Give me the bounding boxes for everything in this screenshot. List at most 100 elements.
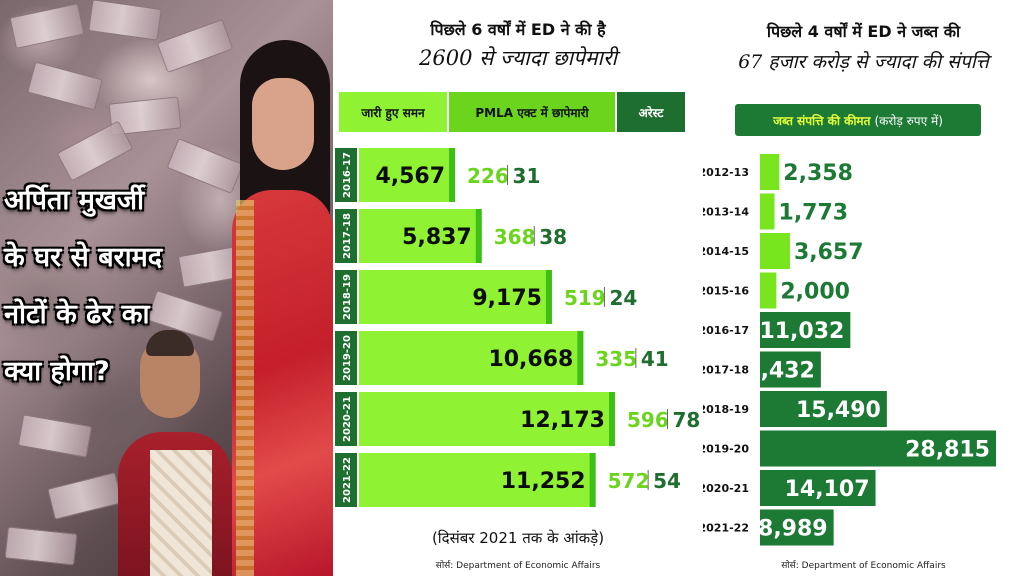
- seized-value-label: 7,432: [745, 359, 815, 384]
- saree-border: [236, 200, 254, 576]
- chart-subtitle: 67 हजार करोड़ से ज्यादा की संपत्ति: [738, 51, 989, 73]
- year-label: 2021-22: [342, 457, 353, 503]
- year-label: 2016-17: [703, 324, 749, 337]
- arrest-value-label: 54: [653, 469, 681, 493]
- year-label: 2018-19: [342, 274, 353, 320]
- year-label: 2015-16: [703, 285, 749, 298]
- year-label-box: [335, 148, 357, 202]
- news-photo: अर्पिता मुखर्जी के घर से बरामद नोटों के …: [0, 0, 333, 576]
- year-label: 2021-22: [703, 522, 749, 535]
- banknote-image: [27, 61, 103, 111]
- chart-note: (दिसंबर 2021 तक के आंकड़े): [431, 529, 605, 547]
- seized-value-bar: [760, 312, 851, 348]
- chart-subtitle: 2600 से ज्यादा छापेमारी: [419, 46, 617, 70]
- summons-bar: [359, 392, 615, 446]
- year-label: 2020-21: [342, 396, 353, 442]
- pmla-value-label: 572: [608, 469, 650, 493]
- chart-title: पिछले 6 वर्षों में ED ने की है: [430, 20, 606, 39]
- legend-label: जब्त संपत्ति की कीमत: [773, 113, 871, 128]
- banknote-image: [9, 3, 85, 49]
- seized-value-bar: [760, 509, 834, 546]
- headline-line: नोटों के ढेर का: [4, 299, 150, 330]
- year-label-box: [335, 209, 357, 263]
- headline-line: अर्पिता मुखर्जी: [4, 185, 144, 216]
- seizure-bar-chart: 2012-13 2,358 2013-14 1,773 2014-15 3,657 2015…: [703, 154, 996, 546]
- headline-line: के घर से बरामद: [4, 242, 163, 273]
- banknote-image: [47, 472, 123, 520]
- summons-bar: [359, 270, 552, 324]
- summons-value-label: 12,173: [520, 408, 605, 433]
- headline-line: क्या होगा?: [4, 356, 110, 387]
- woman-face: [252, 78, 314, 170]
- year-label-box: [335, 392, 357, 446]
- summons-value-label: 4,567: [375, 164, 445, 189]
- seized-value-bar: [760, 272, 777, 309]
- year-label: 2014-15: [703, 245, 749, 258]
- summons-value-label: 10,668: [488, 347, 573, 372]
- seized-value-bar: [760, 351, 821, 388]
- year-label: 2017-18: [342, 213, 353, 259]
- summons-bar-edge: [609, 392, 615, 446]
- banknote-image: [4, 526, 78, 566]
- chart-source: सोर्स: Department of Economic Affairs: [435, 561, 601, 571]
- summons-value-label: 9,175: [472, 286, 542, 311]
- arrest-value-label: 38: [539, 225, 567, 249]
- seized-value-bar: [760, 193, 775, 230]
- chart-title: पिछले 4 वर्षों में ED ने जब्त की: [766, 22, 961, 41]
- year-label: 2013-14: [703, 206, 749, 219]
- seized-value-label: 28,815: [905, 438, 990, 463]
- legend-seized-value: जब्त संपत्ति की कीमत (करोड़ रुपए में): [735, 104, 981, 136]
- seized-value-bar: [760, 233, 790, 269]
- banknote-image: [17, 414, 93, 458]
- seized-value-label: 1,773: [779, 201, 849, 226]
- arrest-value-label: 78: [673, 408, 701, 432]
- seized-value-bar: [760, 430, 996, 467]
- seized-value-bar: [760, 391, 887, 427]
- seizure-chart-panel: पिछले 4 वर्षों में ED ने जब्त की 67 हजार…: [703, 0, 1024, 576]
- seized-value-bar: [760, 470, 876, 506]
- seized-value-label: 2,000: [780, 280, 850, 305]
- year-label-box: [335, 270, 357, 324]
- arrest-value-label: 41: [641, 347, 669, 371]
- seized-value-label: 11,032: [759, 319, 844, 344]
- summons-bar: [359, 148, 456, 202]
- pmla-value-label: 226: [467, 164, 509, 188]
- summons-bar: [359, 453, 596, 507]
- legend-summons: जारी हुए समन: [339, 92, 447, 132]
- seized-value-label: 14,107: [785, 477, 870, 502]
- summons-bar-edge: [475, 209, 482, 263]
- summons-bar: [359, 209, 482, 263]
- summons-value-label: 11,252: [501, 469, 586, 494]
- pmla-value-label: 368: [494, 225, 536, 249]
- legend-pmla-raids: PMLA एक्ट में छापेमारी: [449, 92, 615, 132]
- seized-value-label: 8,989: [758, 517, 828, 542]
- arrest-value-label: 24: [609, 286, 637, 310]
- year-label: 2020-21: [703, 482, 749, 495]
- seized-value-bar: [760, 154, 780, 190]
- pmla-value-label: 596: [627, 408, 669, 432]
- summons-bar-edge: [577, 331, 584, 385]
- summons-bar-edge: [449, 148, 456, 202]
- year-label: 2016-17: [342, 152, 353, 198]
- pmla-value-label: 519: [564, 286, 606, 310]
- year-label: 2018-19: [703, 403, 749, 416]
- man-shawl: [150, 450, 212, 576]
- legend-unit: (करोड़ रुपए में): [874, 113, 943, 128]
- summons-value-label: 5,837: [402, 225, 472, 250]
- year-label: 2019-20: [703, 443, 749, 456]
- summons-bar-edge: [545, 270, 552, 324]
- year-label-box: [335, 331, 357, 385]
- headline: अर्पिता मुखर्जी के घर से बरामद नोटों के …: [4, 172, 204, 400]
- arrest-value-label: 31: [513, 164, 541, 188]
- year-label: 2012-13: [703, 166, 749, 179]
- summons-bar-edge: [589, 453, 596, 507]
- year-label: 2019-20: [342, 335, 353, 381]
- year-label: 2017-18: [703, 364, 749, 377]
- raids-chart-panel: पिछले 6 वर्षों में ED ने की है 2600 से ज…: [333, 0, 703, 576]
- year-label-box: [335, 453, 357, 507]
- pmla-value-label: 335: [595, 347, 637, 371]
- summons-bar: [359, 331, 584, 385]
- banknote-image: [156, 18, 234, 74]
- seized-value-label: 3,657: [794, 240, 864, 265]
- chart-source: सोर्स: Department of Economic Affairs: [781, 561, 946, 571]
